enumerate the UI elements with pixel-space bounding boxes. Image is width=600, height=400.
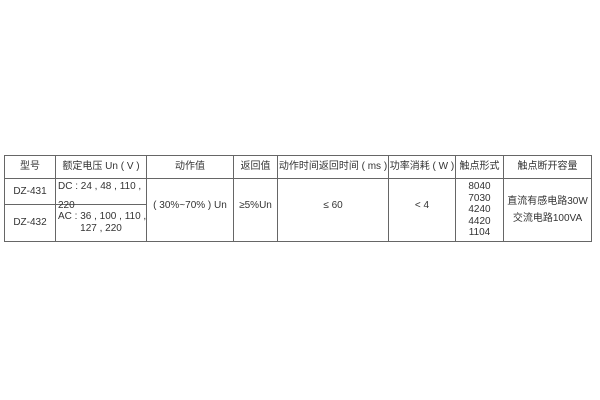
capacity-line-dc: 直流有感电路30W <box>507 196 588 207</box>
operate-value-cell: ( 30%~70% ) Un <box>153 199 227 211</box>
header-contact-form: 触点形式 <box>459 161 500 172</box>
contact-form-item: 8040 <box>468 181 491 193</box>
contact-form-item: 1104 <box>468 227 491 239</box>
contact-breaking-capacity-lines: 直流有感电路30W 交流电路100VA <box>507 193 588 227</box>
grid-line-col-5 <box>388 156 389 241</box>
grid-line-col-2 <box>146 156 147 241</box>
grid-line-row-divider <box>5 204 147 205</box>
header-rated-voltage: 额定电压 Un ( V ) <box>62 161 140 172</box>
contact-breaking-capacity-cell: 直流有感电路30W 交流电路100VA <box>504 179 591 241</box>
voltage-dc-line1: DC : 24 , 48 , 110 , <box>58 181 142 192</box>
operate-return-time-cell: ≤ 60 <box>323 199 343 211</box>
header-return-value: 返回值 <box>240 161 271 172</box>
contact-form-item: 7030 <box>468 192 491 204</box>
contact-form-cell: 8040 7030 4240 4420 1104 <box>456 179 503 241</box>
spec-table: 型号 额定电压 Un ( V ) 动作值 返回值 动作时间返回时间 ( ms )… <box>4 155 592 242</box>
voltage-ac-line2: 127 , 220 <box>80 223 122 234</box>
grid-line-col-7 <box>503 156 504 241</box>
voltage-ac-line1: AC : 36 , 100 , 110 , <box>58 211 147 222</box>
power-consumption-cell: < 4 <box>414 199 430 211</box>
return-value-cell: ≥5%Un <box>239 199 272 211</box>
header-power-consumption: 功率消耗 ( W ) <box>389 161 455 172</box>
model-cell-dz431: DZ-431 <box>13 185 47 197</box>
header-model: 型号 <box>20 161 40 172</box>
grid-line-header-bottom <box>5 178 591 179</box>
contact-form-item: 4420 <box>468 215 491 227</box>
grid-line-col-6 <box>455 156 456 241</box>
header-operate-value: 动作值 <box>175 161 205 172</box>
grid-line-col-3 <box>233 156 234 241</box>
header-contact-breaking-capacity: 触点断开容量 <box>517 161 578 172</box>
capacity-line-ac: 交流电路100VA <box>512 213 583 224</box>
voltage-dc-line2-overflow: 220 <box>58 200 75 211</box>
grid-line-col-1 <box>55 156 56 241</box>
grid-line-col-4 <box>277 156 278 241</box>
contact-form-list: 8040 7030 4240 4420 1104 <box>468 181 490 239</box>
contact-form-item: 4240 <box>468 204 491 216</box>
header-operate-return-time: 动作时间返回时间 ( ms ) <box>278 161 388 172</box>
model-cell-dz432: DZ-432 <box>13 217 47 228</box>
